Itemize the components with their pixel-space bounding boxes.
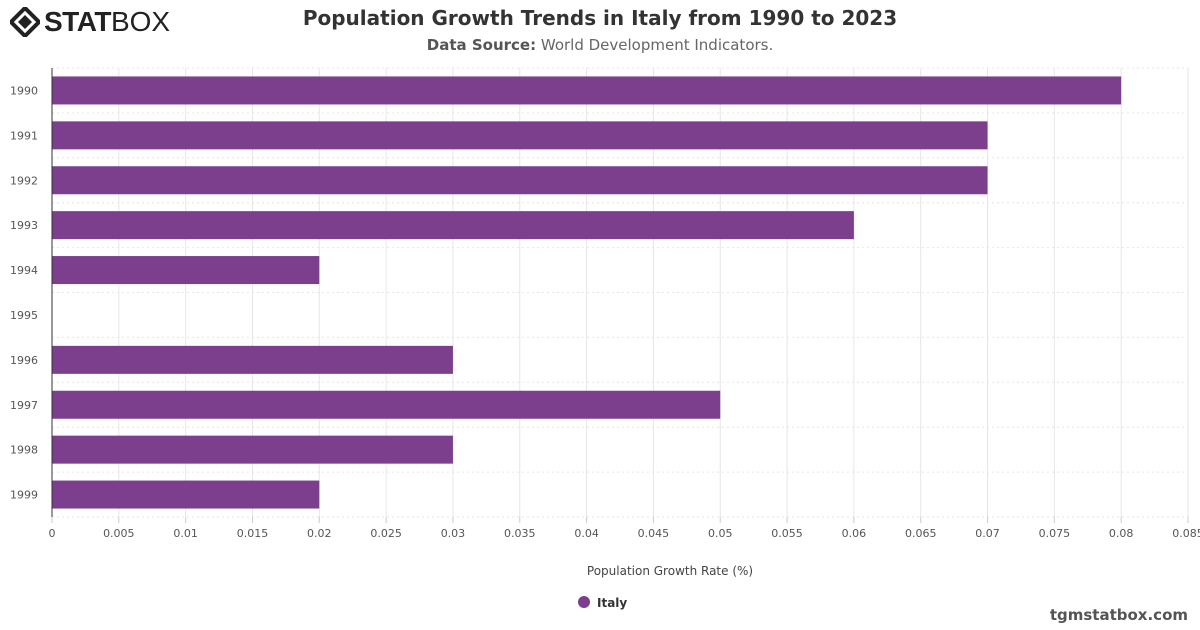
x-tick-label: 0.065: [905, 527, 937, 540]
x-tick-label: 0.015: [237, 527, 269, 540]
y-tick-label: 1999: [10, 489, 38, 502]
y-tick-label: 1992: [10, 174, 38, 187]
legend-marker-italy: [578, 596, 590, 608]
x-tick-label: 0.055: [771, 527, 803, 540]
x-tick-label: 0: [49, 527, 56, 540]
x-tick-label: 0.025: [370, 527, 402, 540]
x-tick-label: 0.04: [574, 527, 599, 540]
y-tick-label: 1998: [10, 444, 38, 457]
bar-1996: [52, 345, 453, 374]
y-tick-label: 1991: [10, 129, 38, 142]
bar-1993: [52, 211, 854, 240]
bar-1997: [52, 390, 721, 419]
x-tick-label: 0.07: [975, 527, 1000, 540]
legend-label-italy: Italy: [597, 596, 627, 610]
x-axis-title: Population Growth Rate (%): [587, 564, 753, 578]
x-tick-label: 0.085: [1172, 527, 1200, 540]
x-tick-label: 0.035: [504, 527, 536, 540]
x-tick-label: 0.06: [842, 527, 867, 540]
bar-1990: [52, 76, 1122, 105]
x-tick-label: 0.005: [103, 527, 135, 540]
bar-1991: [52, 121, 988, 150]
logo-diamond-icon: [10, 7, 40, 37]
bar-1992: [52, 166, 988, 195]
logo-text-light: BOX: [110, 6, 171, 37]
statbox-logo: STAT BOX: [10, 6, 170, 38]
x-tick-label: 0.075: [1039, 527, 1071, 540]
x-tick-label: 0.03: [441, 527, 466, 540]
site-credit[interactable]: tgmstatbox.com: [1049, 606, 1188, 624]
x-tick-label: 0.05: [708, 527, 733, 540]
y-tick-label: 1990: [10, 84, 38, 97]
y-tick-label: 1997: [10, 399, 38, 412]
y-tick-label: 1996: [10, 354, 38, 367]
bar-1994: [52, 256, 320, 285]
y-tick-label: 1994: [10, 264, 38, 277]
bar-1998: [52, 435, 453, 464]
source-value: World Development Indicators.: [540, 36, 774, 54]
chart-subtitle: Data Source: World Development Indicator…: [0, 36, 1200, 54]
y-tick-label: 1993: [10, 219, 38, 232]
x-tick-label: 0.045: [638, 527, 670, 540]
source-label: Data Source:: [426, 36, 537, 54]
chart-title: Population Growth Trends in Italy from 1…: [302, 6, 898, 30]
x-tick-label: 0.02: [307, 527, 332, 540]
x-tick-label: 0.01: [173, 527, 198, 540]
bar-1999: [52, 480, 320, 509]
logo-text-bold: STAT: [44, 6, 111, 37]
y-tick-label: 1995: [10, 309, 38, 322]
x-tick-label: 0.08: [1109, 527, 1134, 540]
